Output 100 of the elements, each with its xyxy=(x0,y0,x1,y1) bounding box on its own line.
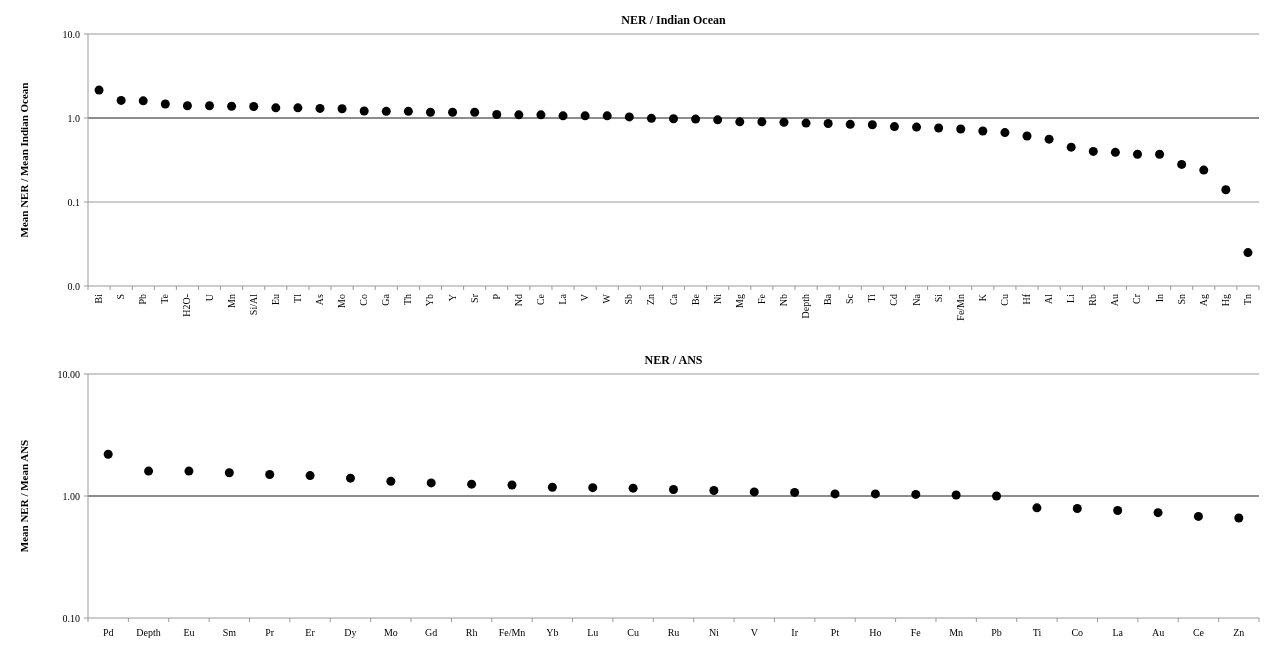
x-tick-label: Te xyxy=(159,293,171,304)
point xyxy=(249,102,259,112)
x-tick-label: Zn xyxy=(1233,627,1245,638)
point xyxy=(889,122,899,132)
point xyxy=(337,104,347,114)
point xyxy=(779,117,789,127)
point xyxy=(160,99,170,109)
point xyxy=(628,483,638,493)
point xyxy=(293,103,303,113)
x-tick-label: Ni xyxy=(711,293,723,304)
point xyxy=(588,483,598,493)
x-tick-label: Be xyxy=(689,293,701,306)
x-tick-label: Er xyxy=(305,627,316,638)
x-tick-label: Li xyxy=(1065,293,1077,303)
point xyxy=(94,85,104,95)
y-axis-title: Mean NER / Mean ANS xyxy=(18,439,30,553)
point xyxy=(315,103,325,113)
y-tick-label: 1.0 xyxy=(67,112,80,124)
x-tick-label: Dy xyxy=(344,627,357,638)
x-tick-label: Pd xyxy=(102,627,114,638)
y-tick-label: 10.00 xyxy=(57,368,80,380)
chart-title: NER / ANS xyxy=(644,353,703,367)
x-tick-label: Au xyxy=(1151,627,1165,638)
x-tick-label: Lu xyxy=(587,627,599,638)
x-tick-label: W xyxy=(601,293,613,304)
point xyxy=(182,101,192,111)
point xyxy=(978,126,988,136)
point xyxy=(1044,134,1054,144)
point xyxy=(1088,146,1098,156)
x-tick-label: Mg xyxy=(733,294,745,308)
y-axis-title: Mean NER / Mean Indian Ocean xyxy=(18,82,30,238)
x-tick-label: U xyxy=(203,293,215,302)
point xyxy=(956,124,966,134)
x-tick-label: Tl xyxy=(291,293,303,303)
x-tick-label: Sr xyxy=(468,293,480,303)
x-tick-label: Rb xyxy=(1087,294,1099,306)
x-tick-label: Si xyxy=(932,293,944,303)
x-tick-label: Ce xyxy=(1192,627,1205,638)
y-tick-label: 0.0 xyxy=(67,280,80,292)
x-tick-label: Hg xyxy=(1219,294,1231,307)
point xyxy=(934,123,944,133)
point xyxy=(713,115,723,125)
y-tick-label: 0.1 xyxy=(67,196,80,208)
x-tick-label: La xyxy=(557,293,569,305)
point xyxy=(1072,503,1082,513)
point xyxy=(790,487,800,497)
point xyxy=(470,107,480,117)
point xyxy=(912,122,922,132)
point xyxy=(830,489,840,499)
x-tick-label: Fe xyxy=(755,293,767,304)
point xyxy=(602,111,612,121)
x-tick-label: Cu xyxy=(998,294,1010,306)
point xyxy=(381,106,391,116)
point xyxy=(1221,185,1231,195)
x-tick-label: Mo xyxy=(336,294,348,308)
point xyxy=(547,482,557,492)
point xyxy=(1032,503,1042,513)
point xyxy=(1153,508,1163,518)
point xyxy=(823,119,833,128)
x-tick-label: As xyxy=(313,293,325,306)
x-tick-label: Fe xyxy=(910,627,922,638)
x-tick-label: Na xyxy=(910,293,922,306)
x-tick-label: K xyxy=(976,293,988,302)
point xyxy=(1243,248,1253,258)
x-tick-label: Mn xyxy=(225,294,237,308)
x-tick-label: Ho xyxy=(869,627,882,638)
point xyxy=(467,479,477,489)
x-tick-label: Bi xyxy=(93,293,105,304)
x-tick-label: Ni xyxy=(708,627,720,638)
x-tick-label: Th xyxy=(402,294,414,306)
point xyxy=(425,107,435,117)
x-tick-label: Yb xyxy=(546,627,559,638)
x-tick-label: Co xyxy=(1071,627,1084,638)
point xyxy=(116,95,126,105)
y-tick-label: 0.10 xyxy=(62,612,80,624)
point xyxy=(1113,506,1123,516)
x-tick-label: Sn xyxy=(1175,294,1187,305)
point xyxy=(1110,147,1120,157)
point xyxy=(1155,149,1165,159)
point xyxy=(870,489,880,499)
chart-title: NER / Indian Ocean xyxy=(621,13,726,27)
x-tick-label: Nb xyxy=(777,294,789,307)
point xyxy=(227,101,237,111)
x-tick-label: Si/Al xyxy=(247,293,259,316)
x-tick-label: Cr xyxy=(1131,293,1143,304)
point xyxy=(492,110,502,120)
point xyxy=(1066,142,1076,152)
point xyxy=(1000,128,1010,138)
point xyxy=(801,118,811,128)
point xyxy=(305,471,315,481)
x-tick-label: Au xyxy=(1109,294,1121,307)
point xyxy=(514,110,524,120)
x-tick-label: Eu xyxy=(183,627,195,638)
point xyxy=(624,112,634,122)
x-tick-label: Co xyxy=(358,294,370,306)
x-tick-label: Y xyxy=(446,294,458,302)
x-tick-label: La xyxy=(1112,627,1124,638)
x-tick-label: Ga xyxy=(380,293,392,306)
point xyxy=(951,490,961,500)
point xyxy=(271,103,281,113)
